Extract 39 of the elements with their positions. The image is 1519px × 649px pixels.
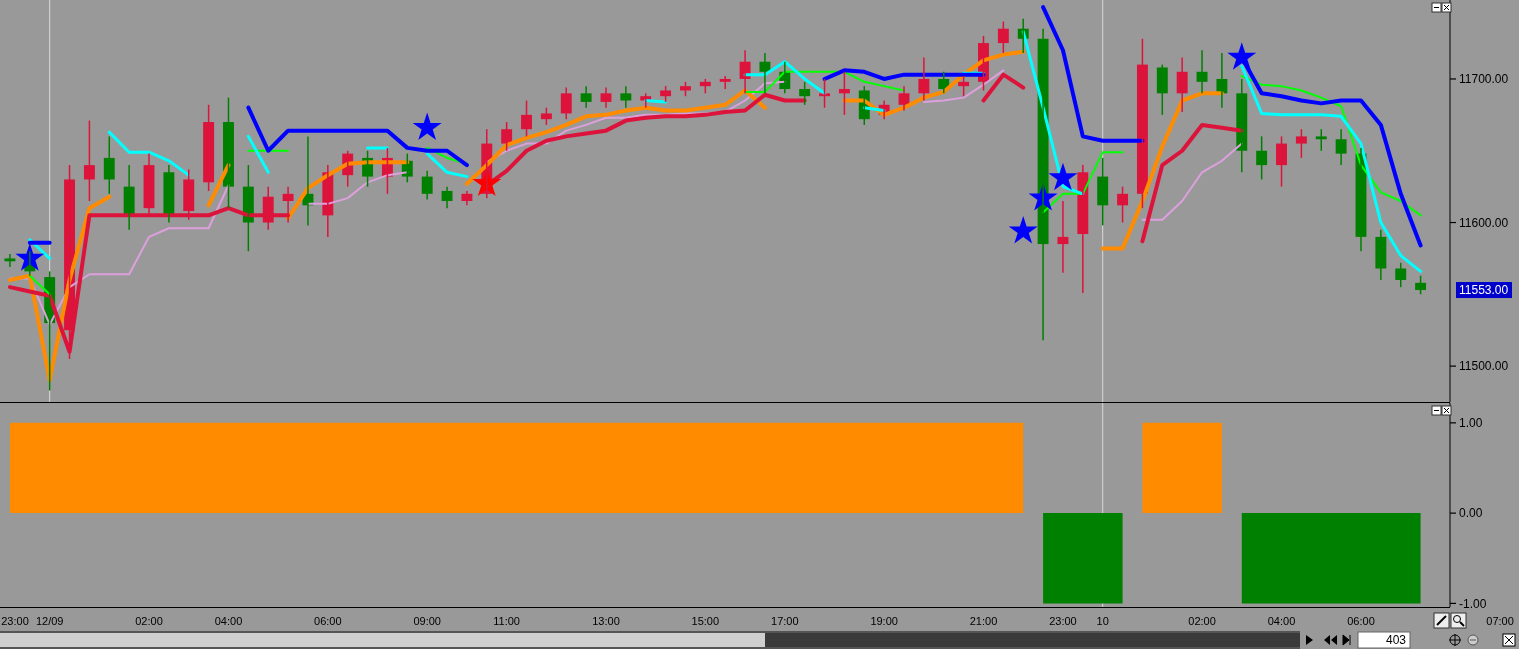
x-tick-label: 15:00 xyxy=(691,615,720,627)
x-tick-label: 21:00 xyxy=(969,615,998,627)
x-tick-label: 10 xyxy=(1096,615,1109,627)
x-tick-label: 06:00 xyxy=(1347,615,1375,627)
x-tick-label: 02:00 xyxy=(1188,615,1216,627)
x-tick-label: 02:00 xyxy=(135,615,163,627)
candlestick xyxy=(1295,128,1307,159)
y-tick-label: 0.00 xyxy=(1459,506,1483,521)
candlestick xyxy=(1415,274,1427,296)
y-tick-label: -1.00 xyxy=(1459,596,1487,611)
y-tick-label: 11500.00 xyxy=(1459,359,1509,374)
candlestick xyxy=(1156,63,1168,116)
x-tick-label: 23:00 xyxy=(1,615,29,627)
candlestick xyxy=(203,104,215,192)
candlestick xyxy=(799,81,811,106)
candlestick xyxy=(620,85,632,109)
x-tick-label: 04:00 xyxy=(214,615,243,627)
point xyxy=(1227,42,1257,70)
candlestick xyxy=(1395,261,1407,288)
annotation: 11553.00 xyxy=(1459,283,1509,298)
y-tick-label: 11700.00 xyxy=(1459,72,1509,87)
x-tick-label: 17:00 xyxy=(771,615,799,627)
y-tick-label: 1.00 xyxy=(1459,416,1483,431)
point xyxy=(1008,215,1038,244)
x-tick-label: 23:00 xyxy=(1049,615,1077,627)
x-tick-label: 19:00 xyxy=(870,615,898,627)
point xyxy=(1048,162,1078,191)
candlestick xyxy=(1315,128,1327,152)
text: 403 xyxy=(1385,633,1407,648)
x-tick-label: 12/09 xyxy=(35,615,64,627)
point xyxy=(412,112,442,141)
candlestick xyxy=(560,86,572,120)
x-tick-label: 06:00 xyxy=(314,615,342,627)
x-tick-label: 04:00 xyxy=(1267,615,1296,627)
y-tick-label: 11600.00 xyxy=(1459,215,1509,230)
x-tick-label: 09:00 xyxy=(413,615,441,627)
x-tick-label: 11:00 xyxy=(493,615,520,627)
x-tick-label: 07:00 xyxy=(1486,615,1514,627)
x-tick-label: 13:00 xyxy=(592,615,620,627)
